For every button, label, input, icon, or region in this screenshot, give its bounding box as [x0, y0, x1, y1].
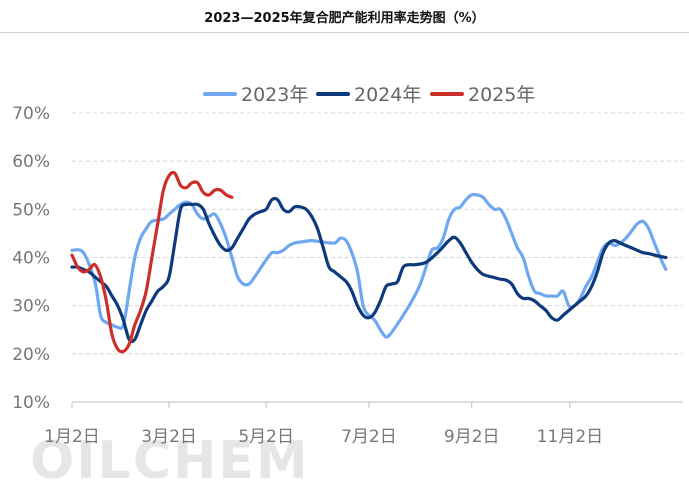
watermark-logo: OILCHEM — [30, 431, 310, 489]
y-tick-label: 60% — [12, 152, 50, 172]
legend-label: 2024年 — [354, 84, 421, 106]
x-tick-label: 5月2日 — [238, 427, 294, 447]
x-tick-label: 9月2日 — [444, 427, 500, 447]
x-axis-ticks: 1月2日 3月2日 5月2日 7月2日 9月2日 11月2日 — [44, 402, 603, 447]
series-line-2024年 — [70, 196, 668, 344]
legend-label: 2025年 — [468, 84, 535, 106]
x-tick-label: 7月2日 — [341, 427, 397, 447]
y-tick-label: 10% — [12, 393, 50, 413]
y-tick-label: 20% — [12, 345, 50, 365]
y-tick-label: 70% — [12, 104, 50, 124]
y-tick-label: 40% — [12, 249, 50, 269]
x-tick-label: 3月2日 — [141, 427, 197, 447]
legend-label: 2023年 — [241, 84, 308, 106]
series-lines — [70, 170, 668, 354]
y-tick-label: 50% — [12, 200, 50, 220]
title-divider — [0, 32, 689, 33]
series-line-2025年 — [70, 170, 234, 354]
grid-lines — [72, 112, 683, 355]
chart-title: 2023—2025年复合肥产能利用率走势图（%） — [204, 11, 485, 26]
x-tick-label: 1月2日 — [44, 427, 100, 447]
y-axis-ticks: 10% 20% 30% 40% 50% 60% 70% — [12, 104, 50, 413]
x-tick-label: 11月2日 — [537, 427, 603, 447]
legend: 2023年 2024年 2025年 — [203, 84, 535, 106]
y-tick-label: 30% — [12, 297, 50, 317]
series-line-2023年 — [70, 192, 668, 339]
